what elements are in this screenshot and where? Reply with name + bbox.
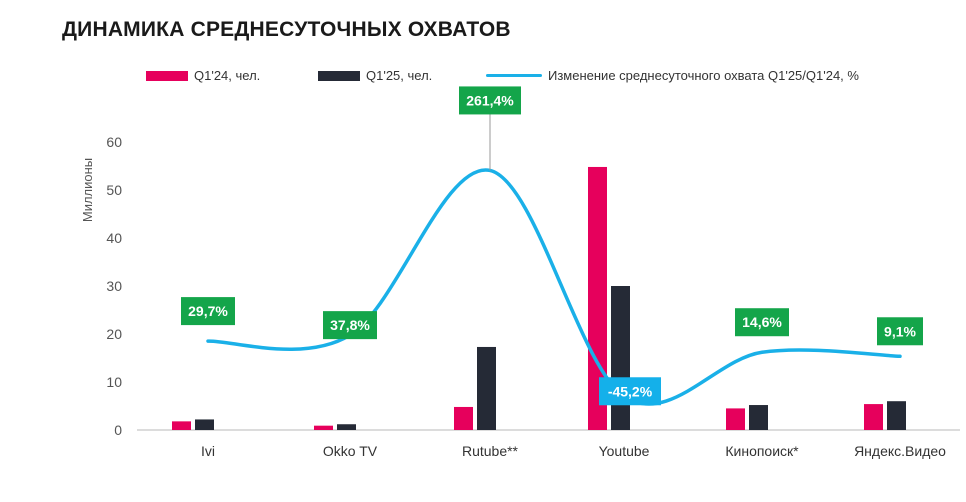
- bar-q124: [454, 406, 473, 430]
- bar-q125: [195, 419, 214, 430]
- data-label: 29,7%: [188, 303, 228, 319]
- data-label: 14,6%: [742, 314, 782, 330]
- bar-q124: [864, 404, 883, 430]
- chart-title: ДИНАМИКА СРЕДНЕСУТОЧНЫХ ОХВАТОВ: [62, 18, 511, 41]
- bar-q124: [726, 408, 745, 430]
- legend-label: Q1'25, чел.: [366, 68, 433, 83]
- bar-q124: [172, 421, 191, 430]
- data-label: 37,8%: [330, 317, 370, 333]
- x-tick-label: Ivi: [201, 443, 215, 459]
- legend-item-change: Изменение среднесуточного охвата Q1'25/Q…: [486, 68, 859, 83]
- data-label-box: [735, 308, 789, 337]
- bar-q125: [337, 424, 356, 430]
- data-label: -45,2%: [608, 383, 653, 399]
- y-tick-label: 20: [106, 326, 122, 342]
- data-label-box: [877, 317, 923, 346]
- x-tick-label: Яндекс.Видео: [854, 443, 946, 459]
- bar-q125: [749, 405, 768, 430]
- y-tick-label: 50: [106, 182, 122, 198]
- data-label-box: [459, 86, 521, 115]
- y-axis-label: Миллионы: [80, 158, 95, 222]
- data-label-box: [599, 377, 661, 406]
- legend-item-q125: Q1'25, чел.: [318, 68, 432, 83]
- x-tick-label: Кинопоиск*: [725, 443, 799, 459]
- legend-label: Изменение среднесуточного охвата Q1'25/Q…: [548, 68, 859, 83]
- bar-q125: [611, 286, 630, 430]
- x-tick-label: Rutube**: [462, 443, 519, 459]
- data-label: 9,1%: [884, 323, 916, 339]
- bar-q124: [314, 425, 333, 430]
- legend-swatch: [146, 70, 188, 81]
- data-label: 261,4%: [466, 92, 514, 108]
- y-tick-label: 40: [106, 230, 122, 246]
- data-label-box: [323, 311, 377, 340]
- y-tick-label: 0: [114, 422, 122, 438]
- legend-line: [486, 74, 542, 77]
- change-line: [206, 168, 902, 406]
- y-tick-label: 30: [106, 278, 122, 294]
- legend-swatch: [318, 70, 360, 81]
- x-tick-label: Okko TV: [323, 443, 378, 459]
- bar-q125: [887, 401, 906, 430]
- legend-item-q124: Q1'24, чел.: [146, 68, 260, 83]
- x-tick-label: Youtube: [599, 443, 650, 459]
- legend-label: Q1'24, чел.: [194, 68, 261, 83]
- data-label-box: [181, 297, 235, 326]
- bar-q125: [477, 346, 496, 430]
- y-tick-label: 10: [106, 374, 122, 390]
- bar-q124: [588, 166, 607, 430]
- y-tick-label: 60: [106, 134, 122, 150]
